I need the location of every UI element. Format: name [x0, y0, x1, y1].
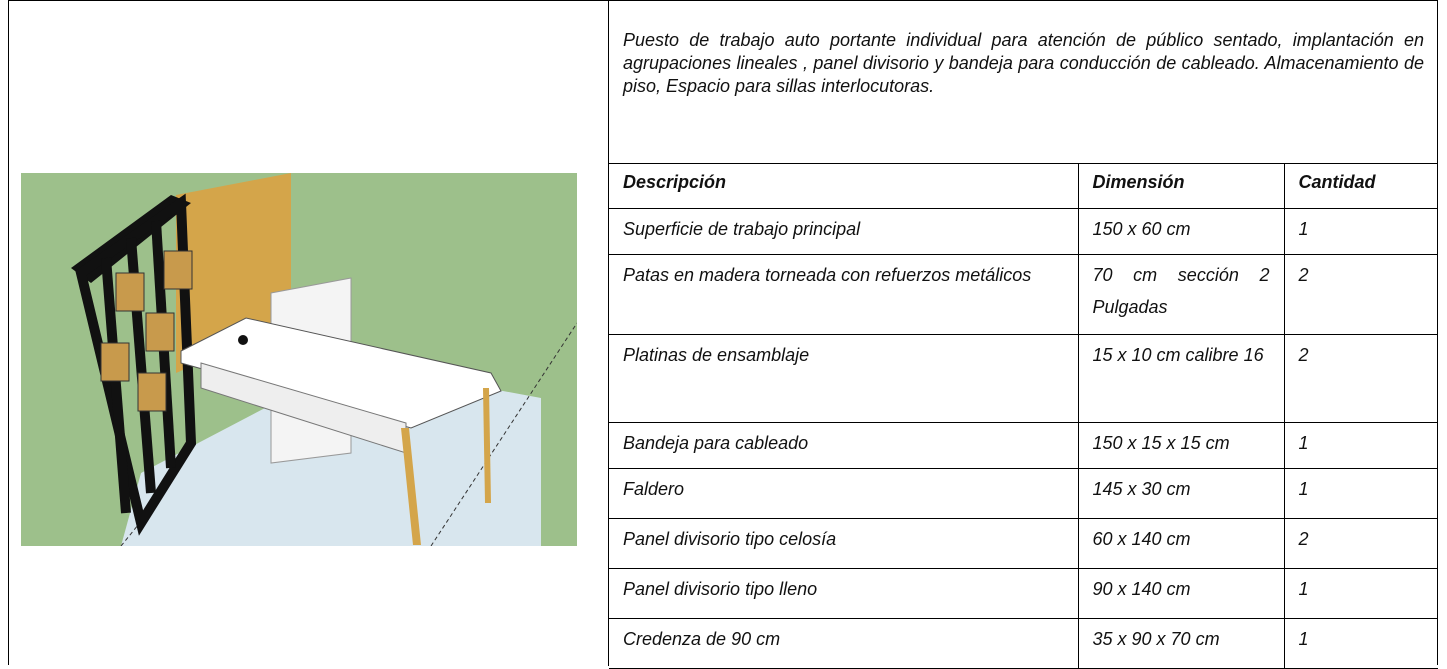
table-cell: Credenza de 90 cm	[609, 618, 1079, 669]
table-cell: 1	[1283, 468, 1438, 519]
table-cell: 150 x 15 x 15 cm	[1077, 422, 1285, 469]
table-cell: 1	[1283, 422, 1438, 469]
table-row: Panel divisorio tipo celosía 60 x 140 cm 2	[609, 518, 1438, 569]
document: Puesto de trabajo auto portante individu…	[8, 0, 1438, 669]
table-cell: 35 x 90 x 70 cm	[1077, 618, 1285, 669]
table-cell: 1	[1283, 208, 1438, 255]
table-cell: Patas en madera torneada con refuerzos m…	[609, 254, 1079, 335]
table-cell: 90 x 140 cm	[1077, 568, 1285, 619]
table-cell: Panel divisorio tipo celosía	[609, 518, 1079, 569]
header-cell: Cantidad	[1283, 164, 1438, 209]
items-table: Descripción Dimensión Cantidad Superficie …	[609, 164, 1438, 669]
table-row: Faldero 145 x 30 cm 1	[609, 468, 1438, 519]
header-cell: Descripción	[609, 164, 1079, 209]
table-cell: Faldero	[609, 468, 1079, 519]
table-cell: 60 x 140 cm	[1077, 518, 1285, 569]
description: Puesto de trabajo auto portante individu…	[609, 1, 1438, 164]
table-cell: Superficie de trabajo principal	[609, 208, 1079, 255]
table-row: Panel divisorio tipo lleno 90 x 140 cm 1	[609, 568, 1438, 619]
table-cell: 70 cm sección 2 Pulgadas	[1077, 254, 1285, 335]
table-cell: Panel divisorio tipo lleno	[609, 568, 1079, 619]
table-row: Superficie de trabajo principal 150 x 60 …	[609, 208, 1438, 255]
header-cell: Dimensión	[1077, 164, 1285, 209]
table-cell: 150 x 60 cm	[1077, 208, 1285, 255]
table-row: Platinas de ensamblaje 15 x 10 cm calibre…	[609, 334, 1438, 423]
header-row: Descripción Dimensión Cantidad	[609, 164, 1438, 209]
table-cell: 2	[1283, 518, 1438, 569]
table-row: Bandeja para cableado 150 x 15 x 15 cm 1	[609, 422, 1438, 469]
table-cell: 1	[1283, 568, 1438, 619]
table-cell: 2	[1283, 334, 1438, 423]
table-cell: 145 x 30 cm	[1077, 468, 1285, 519]
table-cell: Platinas de ensamblaje	[609, 334, 1079, 423]
table-cell: Bandeja para cableado	[609, 422, 1079, 469]
furniture-render	[21, 173, 577, 546]
table-cell: 2	[1283, 254, 1438, 335]
image-cell	[9, 1, 609, 666]
table-cell: 15 x 10 cm calibre 16	[1077, 334, 1285, 423]
table-cell: 1	[1283, 618, 1438, 669]
table-row: Credenza de 90 cm 35 x 90 x 70 cm 1	[609, 618, 1438, 669]
table-row: Patas en madera torneada con refuerzos m…	[609, 254, 1438, 335]
